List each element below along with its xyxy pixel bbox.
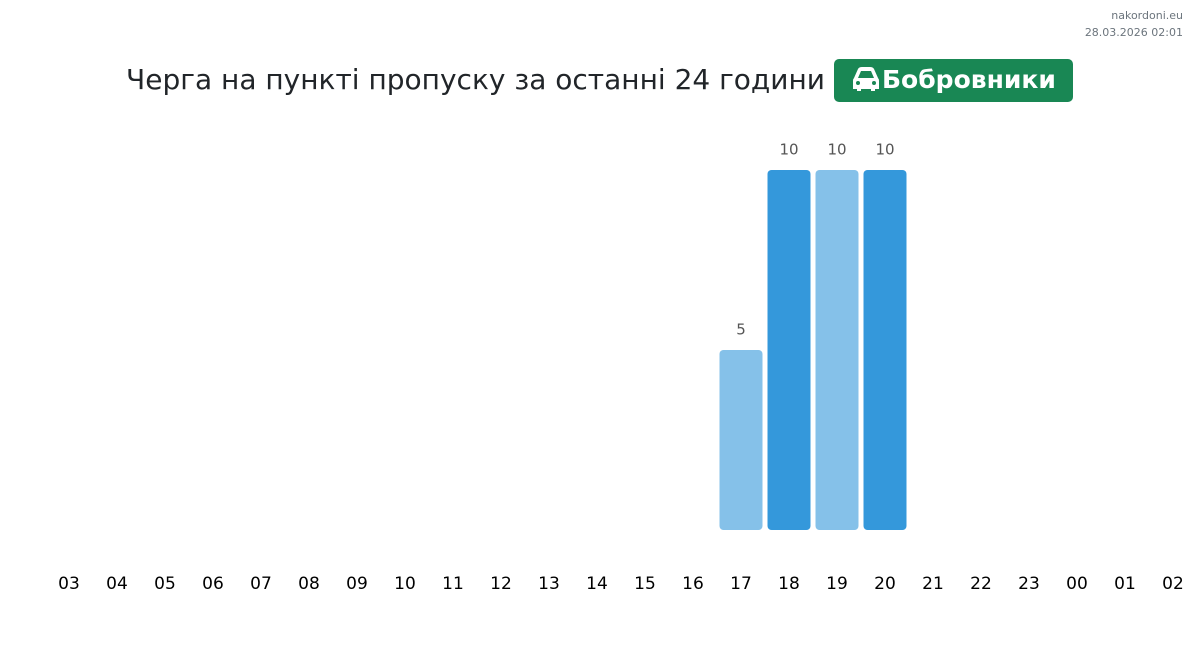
value-label: 10 xyxy=(827,141,846,159)
value-label: 10 xyxy=(779,141,798,159)
x-tick-label: 07 xyxy=(250,574,272,594)
x-tick-label: 09 xyxy=(346,574,368,594)
x-tick-label: 01 xyxy=(1114,574,1136,594)
chart-title: Черга на пункті пропуску за останні 24 г… xyxy=(126,63,825,96)
car-light xyxy=(872,81,876,85)
x-tick-label: 16 xyxy=(682,574,704,594)
timestamp: 28.03.2026 02:01 xyxy=(1085,26,1183,39)
x-tick-label: 10 xyxy=(394,574,416,594)
x-tick-label: 08 xyxy=(298,574,320,594)
x-tick-label: 20 xyxy=(874,574,896,594)
x-tick-label: 13 xyxy=(538,574,560,594)
x-tick-label: 06 xyxy=(202,574,224,594)
x-tick-label: 23 xyxy=(1018,574,1040,594)
x-tick-label: 21 xyxy=(922,574,944,594)
value-label: 10 xyxy=(875,141,894,159)
car-shape xyxy=(853,67,879,91)
x-tick-label: 19 xyxy=(826,574,848,594)
x-tick-label: 18 xyxy=(778,574,800,594)
car-light xyxy=(856,81,860,85)
car-icon xyxy=(853,67,879,91)
x-tick-label: 03 xyxy=(58,574,80,594)
site-name: nakordoni.eu xyxy=(1111,9,1183,22)
x-tick-label: 15 xyxy=(634,574,656,594)
x-tick-label: 05 xyxy=(154,574,176,594)
x-tick-label: 12 xyxy=(490,574,512,594)
bar xyxy=(815,170,859,530)
badge-label: Бобровники xyxy=(882,65,1056,94)
x-tick-label: 11 xyxy=(442,574,464,594)
x-tick-label: 02 xyxy=(1162,574,1184,594)
badge xyxy=(834,59,1073,102)
value-label: 5 xyxy=(736,321,746,339)
bar xyxy=(863,170,907,530)
x-tick-label: 00 xyxy=(1066,574,1088,594)
x-tick-label: 22 xyxy=(970,574,992,594)
bar xyxy=(767,170,811,530)
x-tick-label: 04 xyxy=(106,574,128,594)
x-tick-label: 14 xyxy=(586,574,608,594)
bar xyxy=(719,350,763,530)
x-tick-label: 17 xyxy=(730,574,752,594)
